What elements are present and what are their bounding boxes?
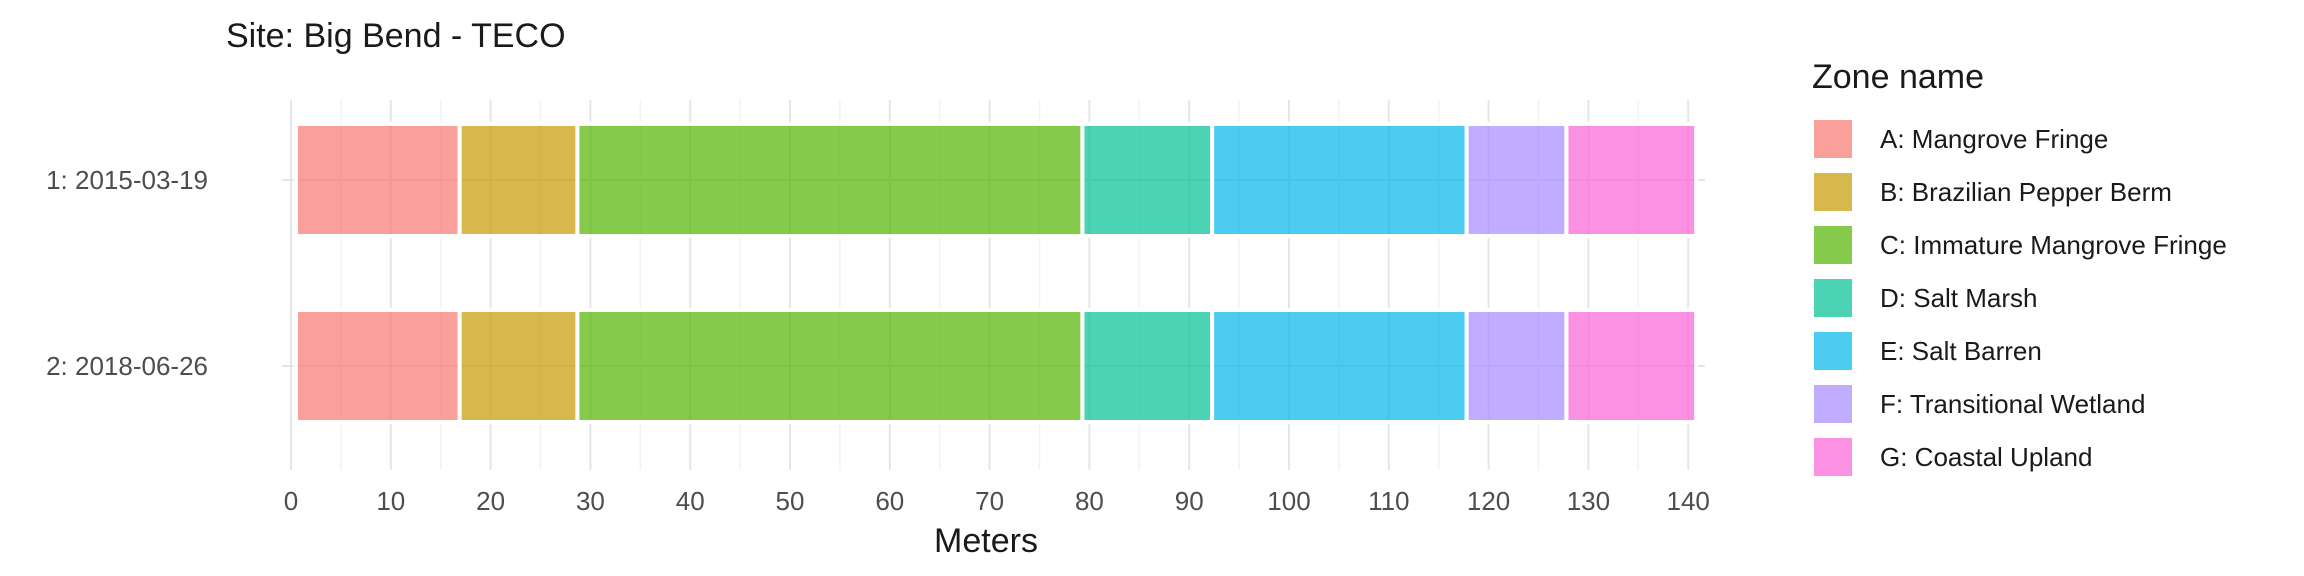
chart-title: Site: Big Bend - TECO — [226, 17, 566, 55]
y-tick-label: 2: 2018-06-26 — [46, 351, 208, 381]
x-tick-label: 20 — [476, 486, 505, 516]
bar-segment — [1564, 122, 1699, 238]
legend-key — [1814, 173, 1852, 211]
bar-segment — [1080, 308, 1215, 424]
bar-segment — [1210, 308, 1469, 424]
x-tick-labels: 0 10 20 30 40 50 60 70 80 90 100 110 120 130 140 — [284, 486, 1710, 516]
x-tick-label: 60 — [875, 486, 904, 516]
x-tick-label: 30 — [576, 486, 605, 516]
x-tick-label: 0 — [284, 486, 298, 516]
bar-segment — [457, 308, 580, 424]
legend-label: G: Coastal Upland — [1880, 442, 2092, 472]
legend-label: E: Salt Barren — [1880, 336, 2042, 366]
x-tick-label: 110 — [1368, 486, 1409, 516]
bar-segment — [1464, 122, 1569, 238]
y-tick-label: 1: 2015-03-19 — [46, 165, 208, 195]
bar-segment — [575, 122, 1085, 238]
legend-key — [1814, 438, 1852, 476]
legend: Zone name A: Mangrove Fringe B: Brazilian… — [1812, 58, 2227, 476]
bar-segment — [1564, 308, 1699, 424]
legend-key — [1814, 385, 1852, 423]
bar-segment — [1210, 122, 1469, 238]
legend-label: C: Immature Mangrove Fringe — [1880, 230, 2227, 260]
bar-segment — [457, 122, 580, 238]
legend-label: F: Transitional Wetland — [1880, 389, 2145, 419]
bar-segment — [575, 308, 1085, 424]
legend-key — [1814, 120, 1852, 158]
legend-label: D: Salt Marsh — [1880, 283, 2038, 313]
x-tick-label: 50 — [776, 486, 805, 516]
bars — [293, 122, 1699, 424]
bar-segment — [293, 122, 462, 238]
bar-segment — [293, 308, 462, 424]
legend-key — [1814, 226, 1852, 264]
x-axis-label: Meters — [934, 522, 1038, 560]
x-tick-label: 140 — [1667, 486, 1710, 516]
y-tick-labels: 1: 2015-03-19 2: 2018-06-26 — [46, 165, 208, 381]
bar-segment — [1080, 122, 1215, 238]
x-tick-label: 80 — [1075, 486, 1104, 516]
x-tick-label: 40 — [676, 486, 705, 516]
legend-label: A: Mangrove Fringe — [1880, 124, 2108, 154]
x-tick-label: 70 — [975, 486, 1004, 516]
x-tick-label: 100 — [1267, 486, 1310, 516]
legend-key — [1814, 279, 1852, 317]
legend-title: Zone name — [1812, 58, 1984, 96]
x-tick-label: 130 — [1567, 486, 1610, 516]
legend-label: B: Brazilian Pepper Berm — [1880, 177, 2172, 207]
bar-segment — [1464, 308, 1569, 424]
x-tick-label: 90 — [1175, 486, 1204, 516]
x-tick-label: 120 — [1467, 486, 1510, 516]
x-tick-label: 10 — [376, 486, 405, 516]
legend-key — [1814, 332, 1852, 370]
